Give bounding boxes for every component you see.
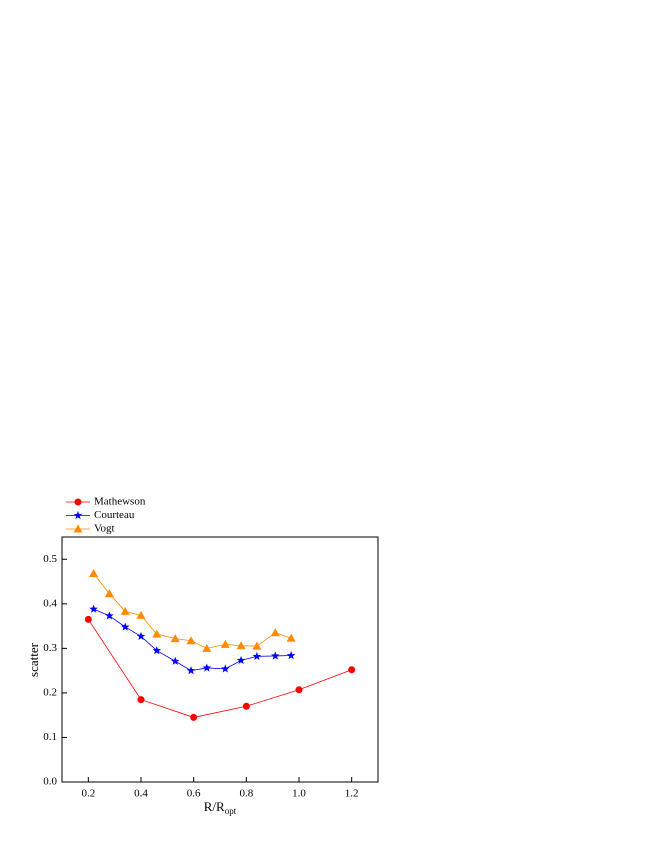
marker: [152, 646, 162, 655]
marker: [89, 569, 99, 578]
marker: [73, 524, 83, 533]
marker: [270, 628, 280, 637]
legend-label: Mathewson: [94, 496, 146, 508]
x-axis-label: R/Ropt: [204, 799, 237, 816]
marker: [236, 641, 246, 650]
marker: [186, 636, 196, 645]
marker: [252, 651, 262, 661]
marker: [295, 686, 303, 694]
marker: [74, 498, 82, 506]
marker: [105, 611, 114, 620]
plot-frame: [61, 536, 379, 783]
legend-label: Vogt: [94, 523, 115, 535]
marker: [220, 639, 230, 648]
marker: [202, 643, 212, 652]
y-tick-label: 0.5: [43, 553, 57, 565]
marker: [136, 610, 146, 619]
marker: [120, 606, 130, 615]
x-tick-label: 0.6: [187, 788, 201, 800]
y-tick-label: 0.0: [43, 776, 57, 788]
y-tick-label: 0.4: [43, 597, 57, 609]
marker: [170, 656, 180, 665]
series-line: [87, 619, 352, 718]
y-tick-label: 0.2: [43, 686, 57, 698]
marker: [73, 511, 83, 520]
marker: [190, 713, 198, 721]
x-axis-label-sub: opt: [225, 806, 237, 816]
marker: [104, 589, 114, 598]
marker: [137, 696, 145, 704]
marker: [84, 615, 92, 623]
x-tick-label: 1.2: [345, 788, 359, 800]
marker: [186, 666, 196, 675]
x-tick-label: 0.4: [134, 788, 148, 800]
marker: [152, 629, 162, 638]
marker: [236, 655, 246, 665]
marker: [89, 604, 98, 613]
x-tick-label: 0.2: [81, 788, 95, 800]
x-tick-label: 0.8: [239, 788, 253, 800]
y-axis-label: scatter: [26, 642, 41, 677]
marker: [348, 666, 356, 674]
marker: [170, 634, 180, 643]
marker: [271, 651, 280, 660]
x-tick-label: 1.0: [292, 788, 306, 800]
y-tick-label: 0.3: [43, 642, 57, 654]
marker: [136, 631, 146, 640]
marker: [220, 664, 230, 673]
x-axis-label-main: R/R: [204, 799, 225, 814]
marker: [286, 633, 296, 642]
marker: [252, 641, 262, 650]
marker: [120, 622, 130, 631]
marker: [202, 663, 212, 672]
marker: [286, 650, 296, 660]
marker: [242, 702, 250, 710]
legend-label: Courteau: [94, 509, 135, 521]
y-tick-label: 0.1: [43, 731, 57, 743]
